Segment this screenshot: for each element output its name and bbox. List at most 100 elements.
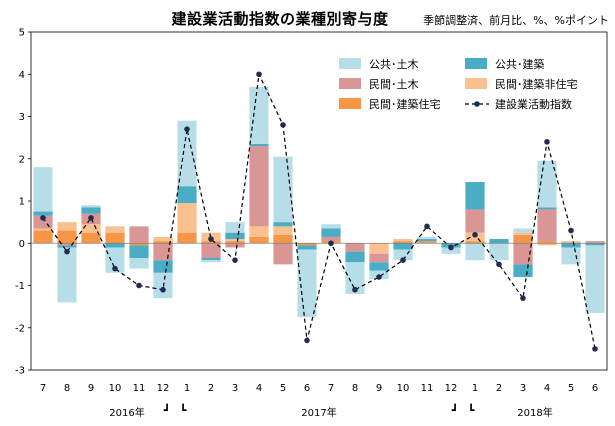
activity-index-point — [544, 139, 550, 145]
bar-segment — [33, 211, 53, 216]
bar-segment — [225, 232, 245, 240]
bar-segment — [585, 241, 605, 244]
bar-segment — [537, 241, 557, 244]
legend-label: 建設業活動指数 — [495, 97, 572, 111]
bar-segment — [129, 226, 149, 244]
x-tick-label: 4 — [544, 383, 550, 394]
bar-segment — [225, 243, 245, 248]
bar-segment — [249, 226, 269, 237]
bar-segment — [393, 239, 413, 242]
bar-segment — [201, 241, 221, 244]
bar-segment — [297, 243, 317, 246]
x-tick-label: 3 — [520, 383, 526, 394]
x-tick-label: 7 — [328, 383, 334, 394]
bar-segment — [153, 272, 173, 299]
x-tick-label: 1 — [184, 383, 190, 394]
year-separator-mark: ┛ — [451, 403, 459, 417]
activity-index-point — [568, 227, 574, 234]
activity-index-line — [40, 71, 598, 352]
activity-index-point — [400, 257, 406, 263]
bar-segment — [201, 258, 221, 261]
bar-segment — [105, 226, 125, 233]
x-tick-label: 9 — [376, 383, 382, 394]
activity-index-point — [112, 265, 118, 272]
bar-segment — [129, 245, 149, 259]
y-tick-label: 2 — [19, 154, 25, 165]
bar-segment — [177, 203, 197, 233]
bar-segment — [369, 262, 389, 271]
activity-index-point — [472, 232, 478, 238]
activity-index-point — [88, 215, 94, 221]
bar-segment — [105, 232, 125, 244]
bar-segment — [273, 226, 293, 235]
bar-segment — [153, 243, 173, 261]
bar-segment — [81, 205, 101, 208]
activity-index-point — [184, 126, 190, 132]
bar-segment — [177, 232, 197, 244]
bar-segment — [465, 181, 485, 210]
legend-swatch — [339, 78, 361, 89]
bar-segment — [105, 247, 125, 273]
x-tick-label: 5 — [568, 383, 574, 394]
bar-segment — [393, 249, 413, 261]
activity-index-point — [592, 346, 598, 352]
x-tick-label: 11 — [133, 383, 146, 394]
bar-segment — [273, 234, 293, 244]
bar-segment — [489, 243, 509, 261]
bar-segment — [201, 243, 221, 259]
bar-segment — [585, 245, 605, 313]
activity-index-point — [424, 223, 430, 230]
y-tick-label: 4 — [19, 70, 25, 81]
activity-index-point — [352, 286, 358, 293]
bar-segment — [489, 239, 509, 244]
bar-segment — [57, 247, 77, 303]
year-label: 2018年 — [517, 406, 552, 419]
bar-segment — [537, 207, 557, 210]
legend-swatch — [339, 58, 361, 69]
bar-segment — [81, 232, 101, 244]
bar-segment — [57, 222, 77, 231]
activity-index-point — [496, 261, 502, 268]
bar-segment — [417, 239, 437, 242]
bar-segment — [201, 260, 221, 263]
bar-segment — [441, 247, 461, 254]
bar-segment — [273, 243, 293, 265]
x-tick-label: 4 — [256, 383, 262, 394]
bar-segment — [369, 253, 389, 263]
legend-line-marker — [474, 101, 480, 107]
bar-segment — [321, 228, 341, 237]
bar-segment — [81, 207, 101, 214]
y-tick-label: 0 — [19, 239, 25, 250]
bar-segment — [537, 160, 557, 208]
year-label: 2017年 — [301, 406, 336, 419]
bar-segment — [225, 241, 245, 244]
legend-label: 公共･建築 — [495, 57, 545, 71]
bar-segment — [345, 262, 365, 294]
bar-segment — [537, 209, 557, 242]
bar-segment — [33, 228, 53, 231]
bar-segment — [249, 143, 269, 147]
activity-index-point — [136, 282, 142, 289]
bar-segment — [297, 249, 317, 318]
bar-segment — [321, 224, 341, 229]
bar-segment — [513, 264, 533, 278]
x-tick-label: 12 — [445, 383, 458, 394]
bar-segment — [345, 243, 365, 252]
bar-segment — [417, 236, 437, 240]
x-tick-label: 2 — [208, 383, 214, 394]
x-tick-label: 5 — [280, 383, 286, 394]
activity-index-point — [520, 295, 526, 301]
year-separator-mark: ┗ — [180, 403, 187, 417]
legend-label: 民間･建築非住宅 — [495, 77, 578, 91]
activity-index-point — [376, 274, 382, 280]
activity-index-point — [232, 257, 238, 263]
bar-segment — [465, 209, 485, 233]
legend-label: 公共･土木 — [369, 58, 419, 71]
bar-segment — [393, 241, 413, 244]
y-tick-label: -2 — [15, 323, 25, 334]
bar-segment — [561, 241, 581, 244]
x-tick-label: 9 — [88, 383, 94, 394]
y-tick-label: 1 — [19, 197, 25, 208]
bar-segment — [57, 230, 77, 244]
